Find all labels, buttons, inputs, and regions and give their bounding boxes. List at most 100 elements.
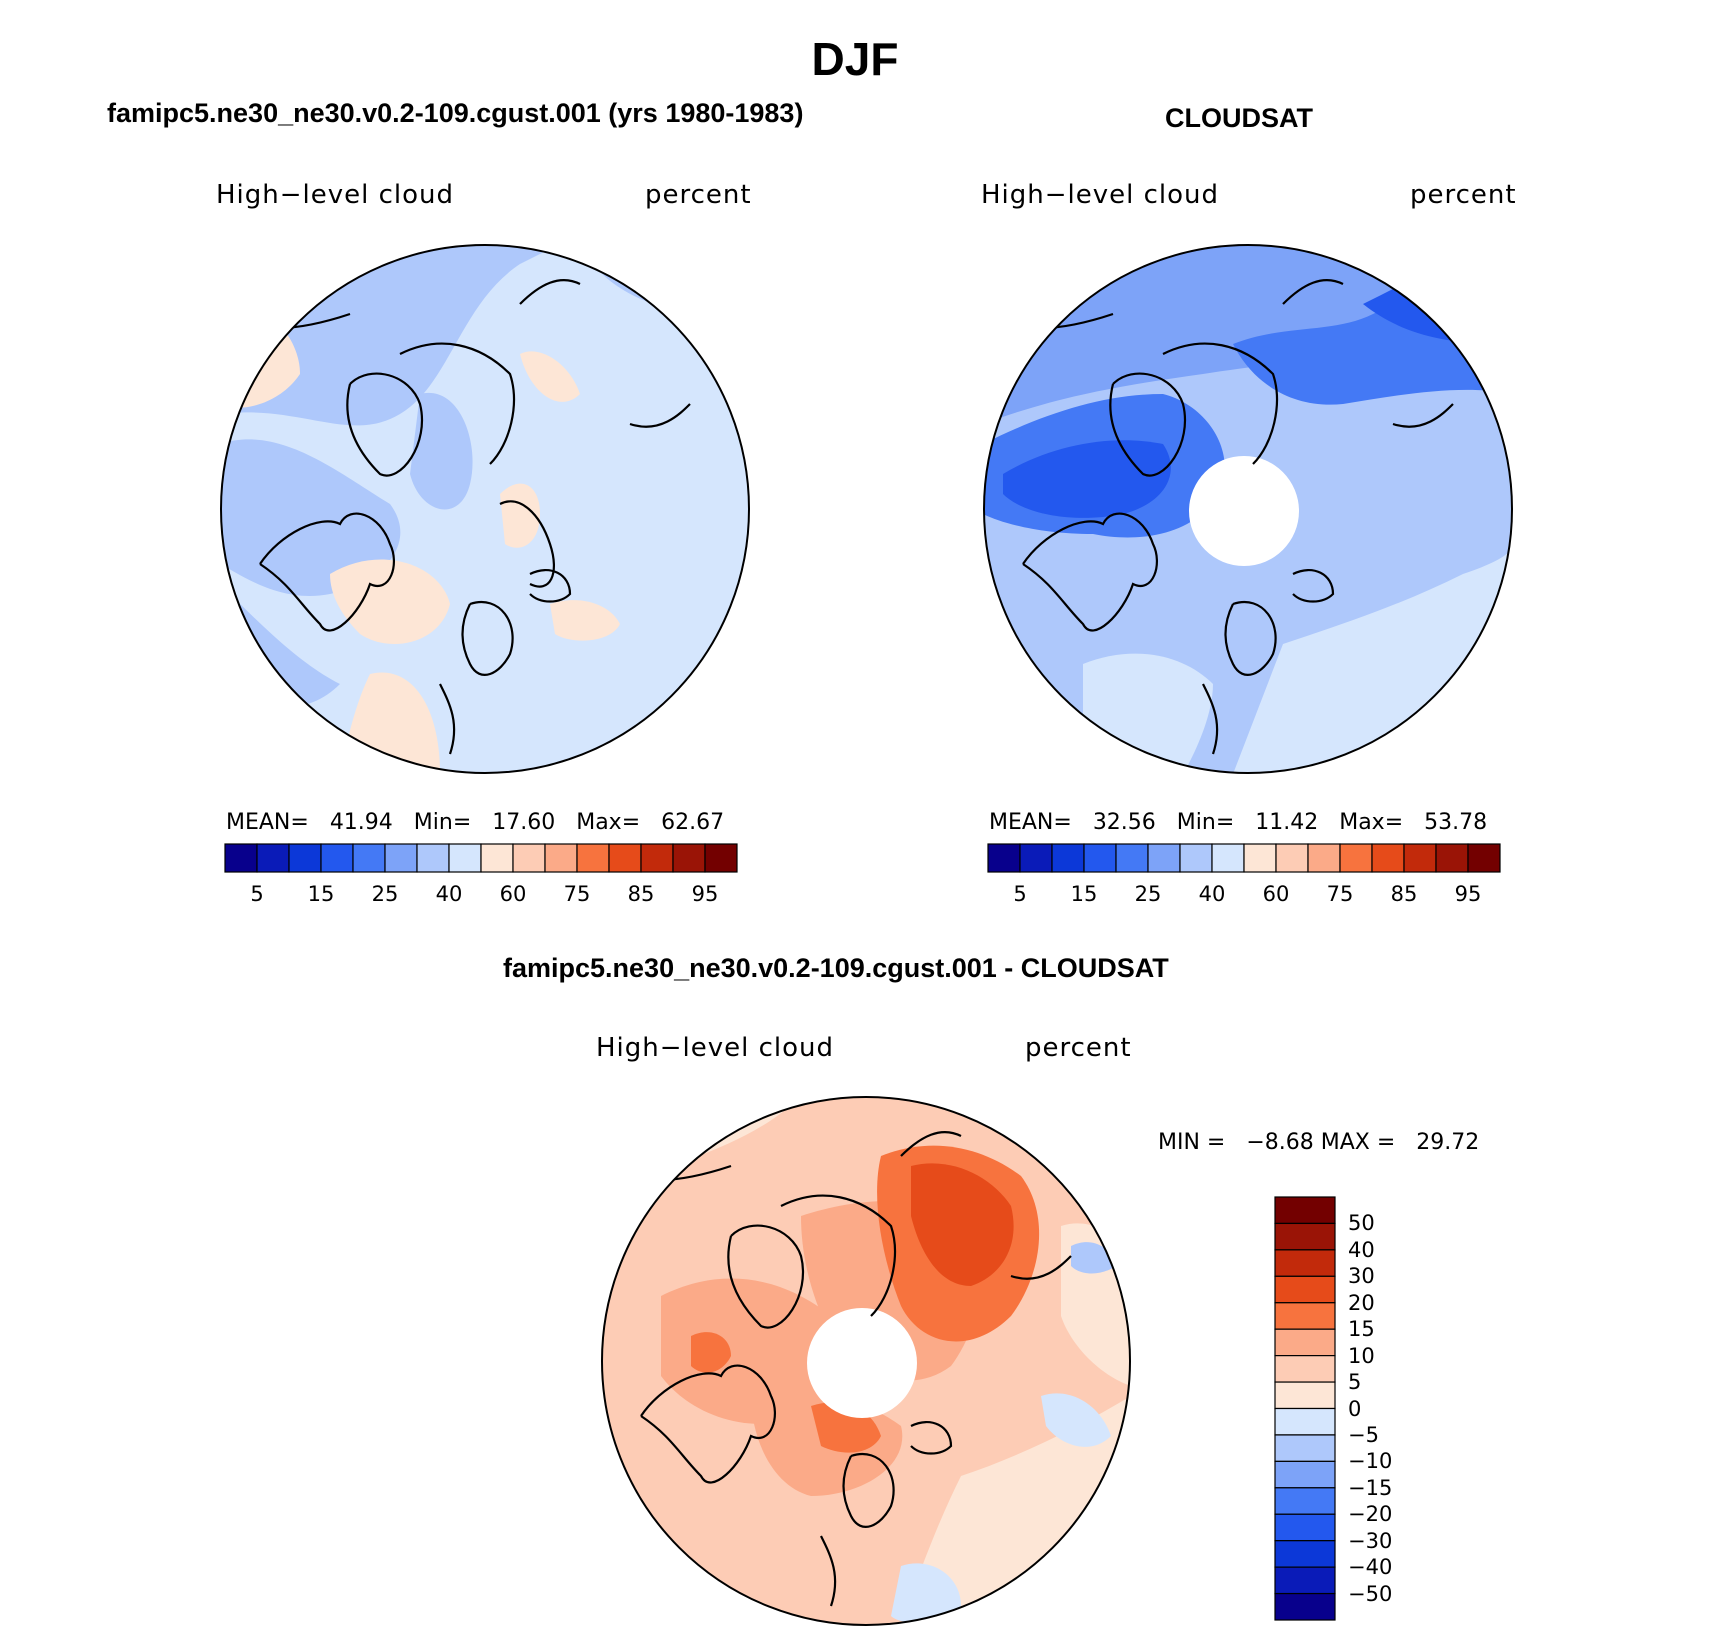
colorbar-swatch <box>1274 1249 1336 1277</box>
colorbar-swatch <box>1274 1407 1336 1436</box>
colorbar-tick-label: 40 <box>435 882 463 906</box>
colorbar-tick-label: 5 <box>1348 1370 1362 1395</box>
colorbar-swatch <box>1274 1328 1336 1357</box>
colorbar-swatch <box>384 843 418 873</box>
colorbar-tick-label: −50 <box>1348 1581 1393 1606</box>
colorbar-swatch <box>1274 1592 1336 1621</box>
colorbar-tick-label: −5 <box>1348 1422 1379 1447</box>
diff-min-value: −8.68 <box>1246 1130 1314 1155</box>
colorbar-tick-label: −10 <box>1348 1449 1393 1474</box>
obs-colorbar-labels: 5 15 25 40 60 75 85 95 <box>988 882 1500 908</box>
colorbar-tick-label: 25 <box>1134 882 1162 906</box>
colorbar-swatch <box>320 843 354 873</box>
colorbar-swatch <box>1274 1222 1336 1251</box>
colorbar-tick-label: 40 <box>1348 1237 1375 1262</box>
colorbar-tick-label: 75 <box>1326 882 1354 906</box>
model-colorbar-labels: 5 15 25 40 60 75 85 95 <box>225 882 737 908</box>
colorbar-swatch <box>512 843 546 873</box>
colorbar-tick-label: 20 <box>1348 1290 1375 1315</box>
colorbar-swatch <box>672 843 706 873</box>
colorbar-tick-label: 95 <box>691 882 719 906</box>
colorbar-tick-label: 5 <box>250 882 264 906</box>
colorbar-tick-label: 95 <box>1454 882 1482 906</box>
colorbar-swatch <box>1179 843 1213 873</box>
colorbar-swatch <box>1243 843 1277 873</box>
colorbar-tick-label: 75 <box>563 882 591 906</box>
model-min-value: 17.60 <box>492 810 556 835</box>
obs-mean-label: MEAN= <box>989 810 1072 835</box>
obs-max-label: Max= <box>1339 810 1404 835</box>
colorbar-swatch <box>256 843 290 873</box>
diff-stats: MIN = −8.68 MAX = 29.72 <box>1158 1130 1479 1155</box>
colorbar-swatch <box>224 843 258 873</box>
model-min-label: Min= <box>413 810 472 835</box>
colorbar-tick-label: −20 <box>1348 1502 1393 1527</box>
colorbar-swatch <box>1019 843 1053 873</box>
colorbar-swatch <box>608 843 642 873</box>
obs-mean-value: 32.56 <box>1092 810 1156 835</box>
colorbar-tick-label: −40 <box>1348 1555 1393 1580</box>
obs-min-value: 11.42 <box>1255 810 1319 835</box>
colorbar-swatch <box>576 843 610 873</box>
model-panel-title: famipc5.ne30_ne30.v0.2-109.cgust.001 (yr… <box>107 98 804 128</box>
colorbar-swatch <box>1274 1196 1336 1225</box>
colorbar-swatch <box>1274 1302 1336 1330</box>
colorbar-tick-label: 0 <box>1348 1396 1362 1421</box>
colorbar-tick-label: 5 <box>1013 882 1027 906</box>
obs-variable-label: High−level cloud <box>981 180 1220 210</box>
colorbar-swatch <box>1403 843 1437 873</box>
model-variable-label: High−level cloud <box>216 180 455 210</box>
model-colorbar <box>224 843 738 873</box>
colorbar-swatch <box>704 843 738 873</box>
colorbar-tick-label: 15 <box>1070 882 1098 906</box>
diff-units-label: percent <box>1025 1033 1132 1063</box>
obs-panel-title: CLOUDSAT <box>1165 103 1313 133</box>
colorbar-swatch <box>640 843 674 873</box>
obs-colorbar <box>987 843 1501 873</box>
colorbar-swatch <box>1211 843 1245 873</box>
model-max-label: Max= <box>576 810 641 835</box>
colorbar-swatch <box>1307 843 1341 873</box>
obs-units-label: percent <box>1410 180 1517 210</box>
colorbar-swatch <box>1274 1540 1336 1568</box>
colorbar-swatch <box>1435 843 1469 873</box>
model-mean-label: MEAN= <box>226 810 309 835</box>
colorbar-tick-label: 60 <box>499 882 527 906</box>
colorbar-tick-label: 15 <box>1348 1317 1375 1342</box>
colorbar-swatch <box>1274 1275 1336 1304</box>
colorbar-swatch <box>288 843 322 873</box>
colorbar-swatch <box>1051 843 1085 873</box>
figure-title: DJF <box>811 33 899 85</box>
colorbar-swatch <box>1274 1513 1336 1542</box>
colorbar-swatch <box>416 843 450 873</box>
colorbar-swatch <box>1371 843 1405 873</box>
colorbar-swatch <box>987 843 1021 873</box>
diff-polar-map <box>601 1096 1131 1626</box>
colorbar-tick-label: 30 <box>1348 1264 1375 1289</box>
model-mean-value: 41.94 <box>329 810 393 835</box>
colorbar-swatch <box>1467 843 1501 873</box>
model-stats: MEAN= 41.94 Min= 17.60 Max= 62.67 <box>226 810 724 835</box>
colorbar-swatch <box>1274 1355 1336 1383</box>
colorbar-swatch <box>1339 843 1373 873</box>
colorbar-swatch <box>480 843 514 873</box>
model-max-value: 62.67 <box>661 810 725 835</box>
colorbar-swatch <box>1274 1460 1336 1489</box>
obs-max-value: 53.78 <box>1424 810 1488 835</box>
obs-min-label: Min= <box>1176 810 1235 835</box>
colorbar-tick-label: 85 <box>1390 882 1418 906</box>
diff-variable-label: High−level cloud <box>596 1033 835 1063</box>
colorbar-swatch <box>1274 1487 1336 1515</box>
colorbar-swatch <box>1275 843 1309 873</box>
colorbar-swatch <box>352 843 386 873</box>
colorbar-swatch <box>1147 843 1181 873</box>
colorbar-tick-label: 50 <box>1348 1211 1375 1236</box>
diff-max-label: MAX = <box>1320 1130 1396 1155</box>
model-units-label: percent <box>645 180 752 210</box>
colorbar-swatch <box>1274 1381 1336 1410</box>
diff-panel-title: famipc5.ne30_ne30.v0.2-109.cgust.001 - C… <box>503 953 1169 983</box>
colorbar-tick-label: 85 <box>627 882 655 906</box>
diff-colorbar <box>1274 1196 1336 1621</box>
colorbar-tick-label: −30 <box>1348 1528 1393 1553</box>
colorbar-tick-label: 60 <box>1262 882 1290 906</box>
